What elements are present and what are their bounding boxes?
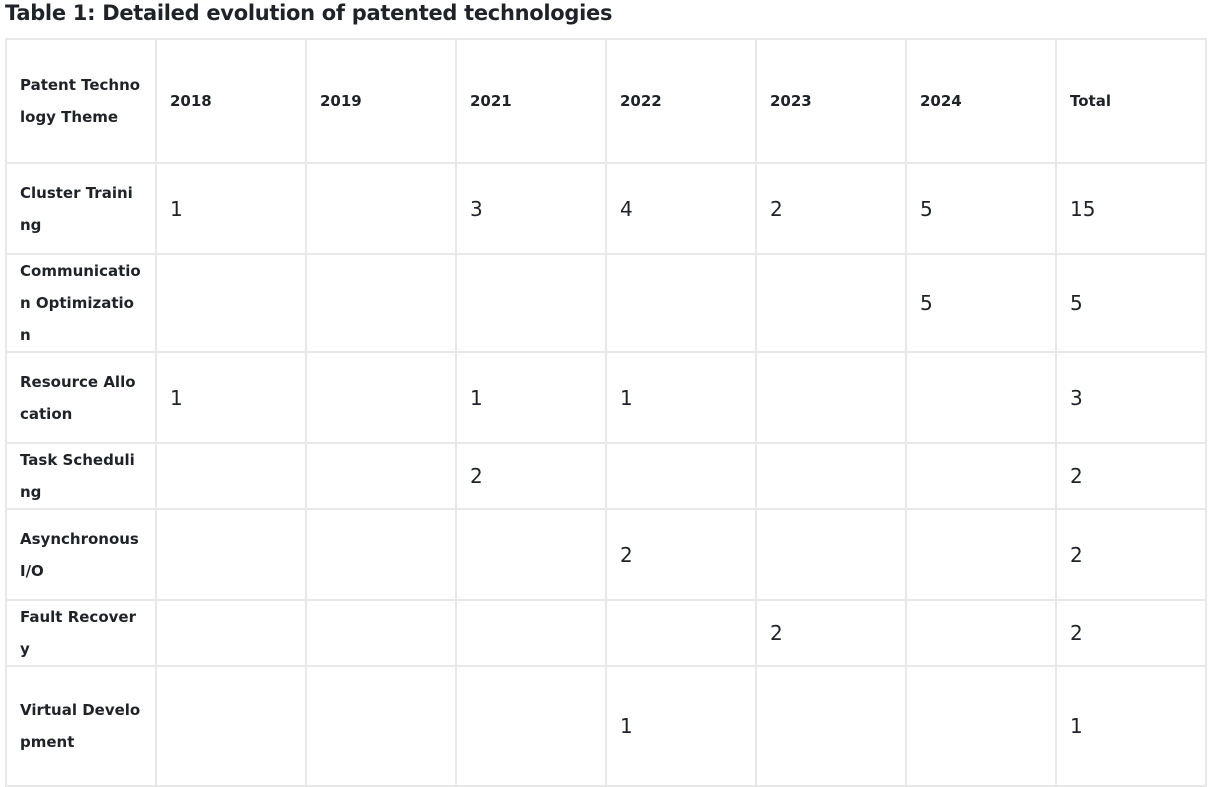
header-cell: 2019: [305, 38, 457, 164]
cell: [155, 442, 307, 510]
cell: 3: [455, 162, 607, 255]
row: Fault Recovery 2 2: [5, 599, 1207, 667]
cell: 2: [1055, 599, 1207, 667]
cell: [305, 253, 457, 353]
row: Virtual Development 1 1: [5, 665, 1207, 787]
header-cell: 2022: [605, 38, 757, 164]
cell: [155, 665, 307, 787]
cell: [455, 508, 607, 601]
row: Task Scheduling 2 2: [5, 442, 1207, 510]
header-cell: 2021: [455, 38, 607, 164]
cell: [905, 442, 1057, 510]
cell: 2: [1055, 442, 1207, 510]
cell: 15: [1055, 162, 1207, 255]
cell: 5: [905, 162, 1057, 255]
cell: [905, 599, 1057, 667]
table-title: Table 1: Detailed evolution of patented …: [5, 1, 613, 25]
page: Table 1: Detailed evolution of patented …: [5, 1, 1207, 787]
header-cell: 2018: [155, 38, 307, 164]
header-cell: Patent Technology Theme: [5, 38, 157, 164]
cell: [455, 253, 607, 353]
row-label: Fault Recovery: [5, 599, 157, 667]
cell: 1: [455, 351, 607, 444]
cell: 4: [605, 162, 757, 255]
row-label: Resource Allocation: [5, 351, 157, 444]
row-label: Cluster Training: [5, 162, 157, 255]
data-table: Patent Technology Theme 2018 2019 2021 2022 2…: [5, 38, 1207, 787]
cell: [155, 599, 307, 667]
cell: [305, 162, 457, 255]
cell: 2: [1055, 508, 1207, 601]
cell: [305, 508, 457, 601]
cell: 2: [605, 508, 757, 601]
cell: [755, 665, 907, 787]
cell: 1: [155, 162, 307, 255]
cell: [605, 442, 757, 510]
row: Cluster Training 1 3 4 2 5 15: [5, 162, 1207, 255]
header-row: Patent Technology Theme 2018 2019 2021 2022 2…: [5, 38, 1207, 164]
cell: [455, 665, 607, 787]
cell: 5: [1055, 253, 1207, 353]
cell: 2: [755, 599, 907, 667]
cell: [455, 599, 607, 667]
cell: 1: [155, 351, 307, 444]
row: Communication Optimization 5 5: [5, 253, 1207, 353]
cell: [755, 253, 907, 353]
cell: [755, 351, 907, 444]
row-label: Asynchronous I/O: [5, 508, 157, 601]
cell: [305, 351, 457, 444]
cell: [605, 253, 757, 353]
cell: [605, 599, 757, 667]
cell: [155, 253, 307, 353]
cell: [755, 442, 907, 510]
cell: 3: [1055, 351, 1207, 444]
header-cell: 2024: [905, 38, 1057, 164]
cell: 5: [905, 253, 1057, 353]
cell: [305, 665, 457, 787]
header-cell: Total: [1055, 38, 1207, 164]
row: Resource Allocation 1 1 1 3: [5, 351, 1207, 444]
cell: 1: [1055, 665, 1207, 787]
cell: 2: [755, 162, 907, 255]
row-label: Communication Optimization: [5, 253, 157, 353]
cell: 2: [455, 442, 607, 510]
cell: [305, 599, 457, 667]
cell: 1: [605, 351, 757, 444]
cell: [305, 442, 457, 510]
cell: [905, 351, 1057, 444]
row-label: Task Scheduling: [5, 442, 157, 510]
cell: [905, 665, 1057, 787]
row: Asynchronous I/O 2 2: [5, 508, 1207, 601]
cell: 1: [605, 665, 757, 787]
cell: [155, 508, 307, 601]
row-label: Virtual Development: [5, 665, 157, 787]
header-cell: 2023: [755, 38, 907, 164]
cell: [905, 508, 1057, 601]
cell: [755, 508, 907, 601]
